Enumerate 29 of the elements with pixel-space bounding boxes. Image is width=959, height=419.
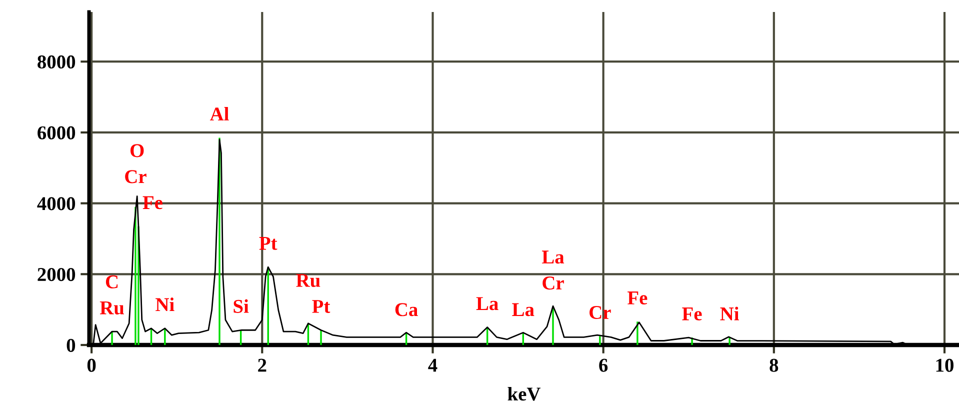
annotation: Pt [312,300,330,313]
annotation: Ni [156,298,174,312]
y-tick-label: 0 [66,338,76,352]
x-axis-title: keV [508,386,541,401]
y-tick-label: 8000 [38,55,76,69]
annotation: La [542,250,564,264]
annotation: Cr [542,276,564,290]
annotation: O [130,144,144,158]
annotation: C [106,275,118,288]
y-tick-label: 4000 [37,197,76,210]
annotation: Ni [720,306,739,320]
x-tick-label: 2 [258,358,266,372]
y-tick-label: 2000 [38,268,76,282]
annotation: La [512,303,534,316]
x-tick-label: 0 [87,358,96,372]
annotation: Cr [125,170,146,184]
annotation: Ru [100,301,124,314]
x-tick-label: 4 [428,358,438,372]
x-tick-label: 8 [770,358,778,372]
y-tick-label: 6000 [38,126,76,140]
annotation: Fe [682,308,702,320]
annotation: Fe [628,292,648,304]
annotation: Ca [395,303,418,316]
annotation: Ru [296,274,320,288]
x-tick-label: 6 [599,358,608,372]
x-tick-label: 10 [936,358,954,372]
annotation: Al [210,106,229,120]
annotation: La [476,297,498,310]
annotation: Si [234,299,249,313]
